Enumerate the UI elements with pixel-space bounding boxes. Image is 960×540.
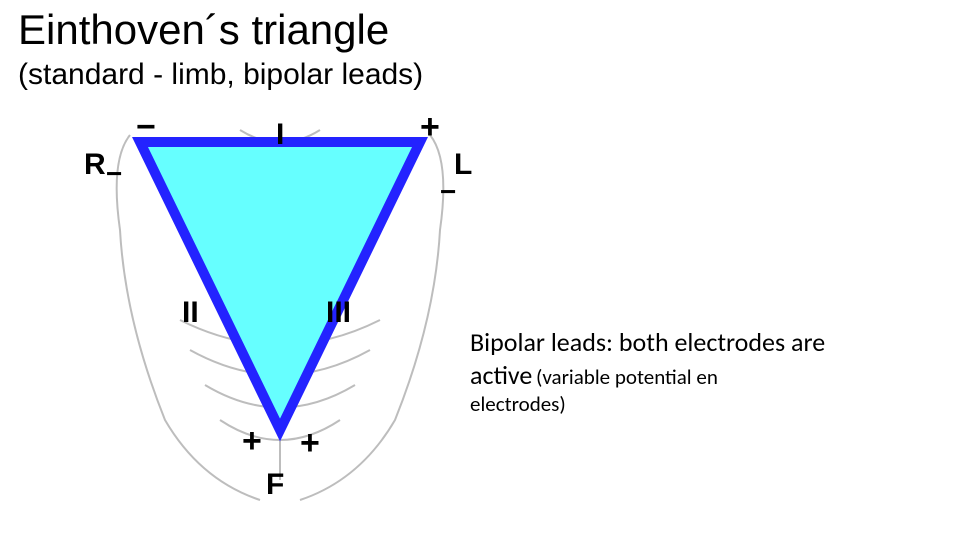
label-F: F [266,468,284,502]
page-subtitle: (standard - limb, bipolar leads) [18,58,423,92]
sign-neg-l-side: − [440,176,456,208]
label-R: R [84,148,106,182]
sign-neg-r-side: − [106,158,122,190]
sign-pos-f-right: + [300,424,320,463]
label-III: III [326,296,351,330]
label-I: I [276,118,284,152]
desc-line1: Bipolar leads: both electrodes are [470,326,940,359]
sign-neg-r-top: − [136,108,156,147]
page-title: Einthoven´s triangle [18,6,389,54]
triangle-shape [140,142,420,430]
description: Bipolar leads: both electrodes are activ… [470,326,940,417]
desc-line3: electrodes) [470,391,940,417]
desc-line2: active (variable potential en [470,359,940,392]
slide: Einthoven´s triangle (standard - limb, b… [0,0,960,540]
label-L: L [454,148,472,182]
triangle-svg [70,120,470,520]
sign-pos-l-top: + [420,108,440,147]
label-II: II [182,296,199,330]
desc-line2-active: active [470,359,532,391]
einthoven-diagram [70,120,470,520]
desc-line2-paren: (variable potential en [536,364,718,390]
sign-pos-f-left: + [242,422,262,461]
